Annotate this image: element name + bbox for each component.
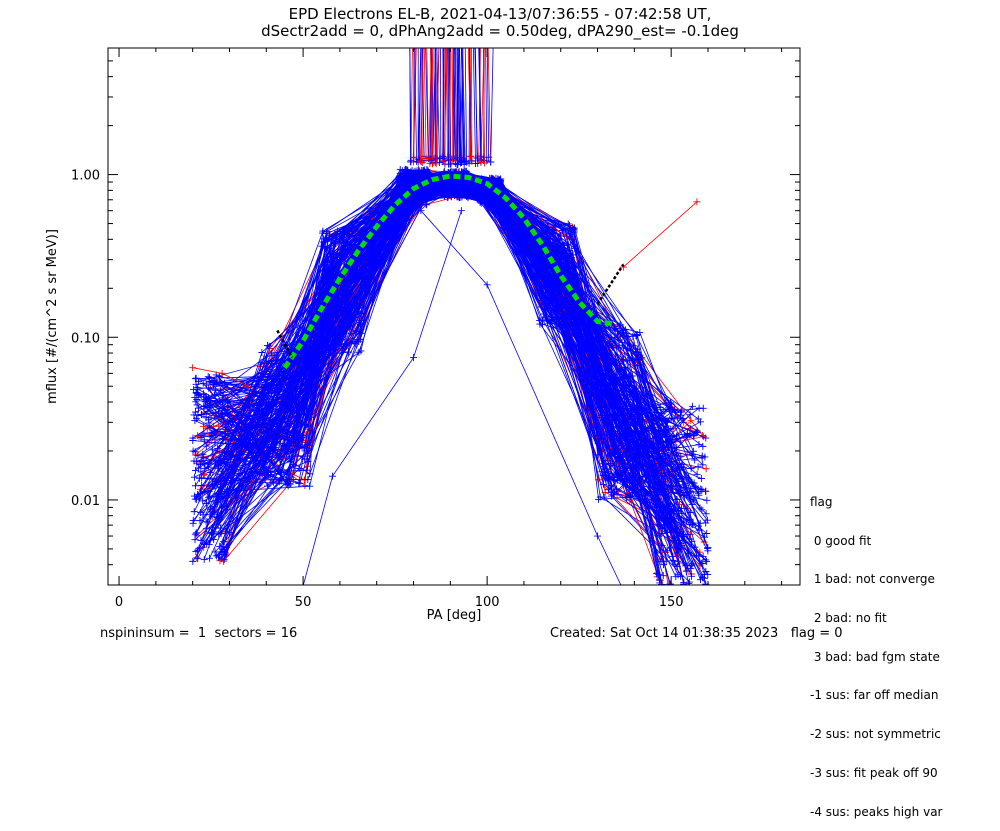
x-axis-label: PA [deg] <box>427 608 482 623</box>
data-point <box>699 443 706 450</box>
data-point <box>698 486 705 493</box>
y-axis-label: mflux [#/(cm^2 s sr MeV)] <box>45 229 60 404</box>
y-tick-label: 0.01 <box>71 494 100 509</box>
footer-left: nspininsum = 1 sectors = 16 <box>100 626 297 641</box>
y-tick-label: 0.10 <box>71 331 100 346</box>
spectrum-line <box>623 202 697 267</box>
saturated-trace <box>491 43 494 162</box>
red-spectrum-outlier <box>620 198 701 270</box>
data-point <box>433 160 440 167</box>
data-point <box>698 475 705 482</box>
saturated-trace <box>465 43 466 162</box>
saturated-trace <box>486 43 487 161</box>
legend-item: -1 sus: far off median <box>810 689 942 702</box>
data-point <box>192 482 199 489</box>
x-tick-label: 50 <box>295 595 312 610</box>
legend-title: flag <box>810 496 942 509</box>
data-point <box>477 153 484 160</box>
legend-item: 1 bad: not converge <box>810 573 942 586</box>
data-point <box>697 505 704 512</box>
data-point <box>467 153 474 160</box>
legend-item: -4 sus: peaks high var <box>810 806 942 819</box>
saturated-trace <box>471 43 472 161</box>
saturated-trace <box>475 43 477 158</box>
saturated-trace <box>452 43 453 161</box>
data-point <box>458 207 465 214</box>
data-point <box>292 610 299 617</box>
y-tick-label: 1.00 <box>71 169 100 184</box>
black-marker <box>598 265 624 305</box>
data-point <box>191 474 198 481</box>
data-point <box>695 463 702 470</box>
x-tick-label: 0 <box>115 595 123 610</box>
data-point <box>295 480 302 487</box>
data-point <box>410 354 417 361</box>
data-layer <box>189 43 711 617</box>
data-point <box>700 405 707 412</box>
data-point <box>189 364 196 371</box>
data-point <box>201 556 208 563</box>
data-point <box>703 465 710 472</box>
data-point <box>191 417 198 424</box>
legend-item: 3 bad: bad fgm state <box>810 651 942 664</box>
x-tick-label: 150 <box>659 595 684 610</box>
data-point <box>195 405 202 412</box>
data-point <box>695 441 702 448</box>
data-point <box>703 497 710 504</box>
legend: flag 0 good fit 1 bad: not converge 2 ba… <box>810 470 942 831</box>
data-point <box>191 508 198 515</box>
data-point <box>329 473 336 480</box>
legend-item: -2 sus: not symmetric <box>810 728 942 741</box>
data-point <box>594 533 601 540</box>
saturated-trace <box>457 43 458 158</box>
data-point <box>631 610 638 617</box>
legend-item: 2 bad: no fit <box>810 612 942 625</box>
data-point <box>467 153 474 160</box>
data-point <box>319 230 326 237</box>
legend-item: -3 sus: fit peak off 90 <box>810 767 942 780</box>
legend-item: 0 good fit <box>810 535 942 548</box>
data-point <box>306 483 313 490</box>
data-point <box>206 555 213 562</box>
footer-right: Created: Sat Oct 14 01:38:35 2023 flag =… <box>550 626 843 641</box>
